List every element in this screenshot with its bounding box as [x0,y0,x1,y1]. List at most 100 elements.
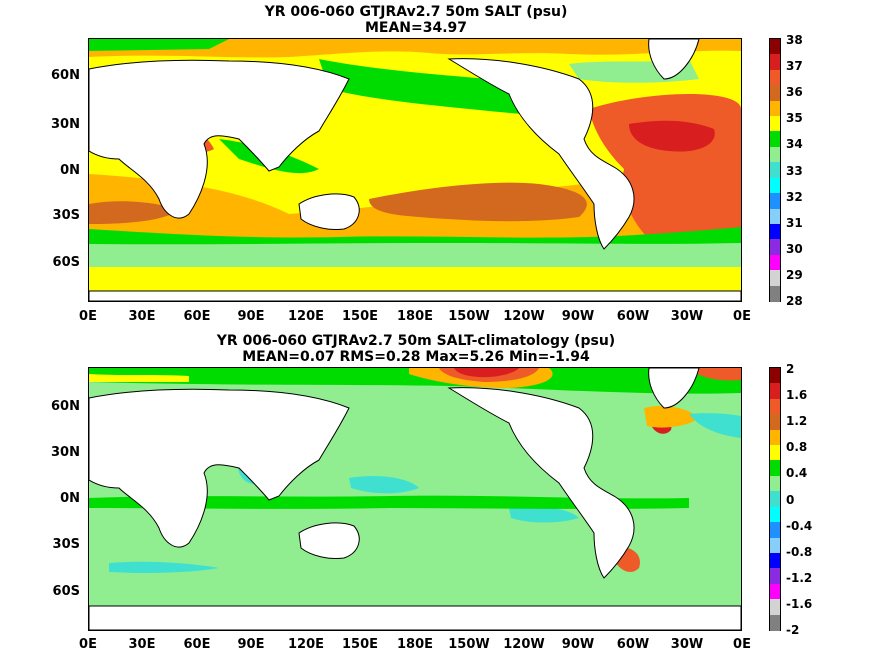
top-lon-label-60e: 60E [183,309,211,324]
colorbar-segment [770,583,780,600]
bottom-lon-label-120w: 120W [503,637,545,652]
bottom-title-line2: MEAN=0.07 RMS=0.28 Max=5.26 Min=-1.94 [242,349,590,365]
bottom-colorbar-label: -1.2 [786,571,813,585]
colorbar-segment [770,100,780,117]
bottom-lon-label-90e: 90E [237,637,265,652]
colorbar-segment [770,398,780,415]
bottom-colorbar-label: 0 [786,493,795,507]
top-colorbar-label: 28 [786,294,803,308]
top-title-line1: YR 006-060 GTJRAv2.7 50m SALT (psu) [264,4,568,20]
colorbar-segment [770,116,780,133]
bottom-lon-label-150e: 150E [341,637,379,652]
colorbar-segment [770,491,780,508]
bottom-lon-label-60w: 60W [616,637,650,652]
top-lon-label-60w: 60W [616,309,650,324]
bottom-lat-label-30s: 30S [52,537,80,552]
colorbar-segment [770,54,780,71]
top-lon-label-150e: 150E [341,309,379,324]
top-colorbar-label: 29 [786,268,803,282]
bottom-colorbar-label: 1.6 [786,388,808,402]
colorbar-segment [770,239,780,256]
bottom-map-svg [89,368,741,630]
colorbar-segment [770,39,780,55]
colorbar-segment [770,254,780,271]
bottom-lon-label-150w: 150W [448,637,490,652]
top-lat-label-60n: 60N [51,68,80,83]
bottom-lat-label-60s: 60S [52,584,80,599]
bottom-title: YR 006-060 GTJRAv2.7 50m SALT-climatolog… [90,333,742,365]
colorbar-segment [770,223,780,240]
bottom-colorbar-label: 0.8 [786,440,808,454]
top-colorbar-label: 36 [786,85,803,99]
colorbar-segment [770,69,780,86]
colorbar-segment [770,193,780,210]
top-colorbar [769,38,781,302]
bottom-lat-label-0n: 0N [60,491,80,506]
top-colorbar-label: 37 [786,59,803,73]
colorbar-segment [770,146,780,163]
colorbar-segment [770,131,780,148]
bottom-lon-label-0e: 0E [79,637,97,652]
bottom-lat-label-30n: 30N [51,445,80,460]
bottom-colorbar-label: -2 [786,623,800,637]
bottom-lon-label-30w: 30W [670,637,704,652]
top-lon-label-90w: 90W [561,309,595,324]
colorbar-segment [770,552,780,569]
top-lon-label-30e: 30E [128,309,156,324]
top-colorbar-label: 33 [786,164,803,178]
bottom-lon-label-0e-end: 0E [733,637,751,652]
top-colorbar-label: 35 [786,111,803,125]
colorbar-segment [770,568,780,585]
top-map-svg [89,39,741,301]
bottom-colorbar-label: -0.8 [786,545,813,559]
bottom-lon-label-180e: 180E [396,637,434,652]
top-title: YR 006-060 GTJRAv2.7 50m SALT (psu) MEAN… [90,4,742,36]
top-lat-label-60s: 60S [52,255,80,270]
top-lat-label-0n: 0N [60,163,80,178]
colorbar-segment [770,429,780,446]
top-lat-label-30n: 30N [51,117,80,132]
colorbar-segment [770,522,780,539]
bottom-title-line1: YR 006-060 GTJRAv2.7 50m SALT-climatolog… [216,333,616,349]
bottom-lon-label-90w: 90W [561,637,595,652]
colorbar-segment [770,368,780,384]
colorbar-segment [770,506,780,523]
colorbar-segment [770,599,780,616]
top-lon-label-90e: 90E [237,309,265,324]
top-lon-label-0e: 0E [79,309,97,324]
colorbar-segment [770,414,780,431]
top-lon-label-150w: 150W [448,309,490,324]
colorbar-segment [770,475,780,492]
top-lat-label-30s: 30S [52,208,80,223]
bottom-lon-label-60e: 60E [183,637,211,652]
bottom-lon-label-30e: 30E [128,637,156,652]
colorbar-segment [770,270,780,287]
top-salinity-map [88,38,742,302]
bottom-lat-label-60n: 60N [51,399,80,414]
top-lon-label-120w: 120W [503,309,545,324]
colorbar-segment [770,460,780,477]
top-colorbar-label: 34 [786,137,803,151]
colorbar-segment [770,85,780,102]
top-lon-label-30w: 30W [670,309,704,324]
bottom-anomaly-map [88,367,742,631]
bottom-colorbar-label: -1.6 [786,597,813,611]
colorbar-segment [770,614,780,631]
colorbar-segment [770,537,780,554]
colorbar-segment [770,208,780,225]
top-title-line2: MEAN=34.97 [364,20,468,36]
bottom-colorbar-label: -0.4 [786,519,813,533]
top-colorbar-label: 30 [786,242,803,256]
bottom-colorbar [769,367,781,631]
top-lon-label-120e: 120E [287,309,325,324]
colorbar-segment [770,383,780,400]
bottom-colorbar-label: 0.4 [786,466,808,480]
top-lon-label-180e: 180E [396,309,434,324]
bottom-colorbar-label: 1.2 [786,414,808,428]
colorbar-segment [770,162,780,179]
colorbar-segment [770,285,780,302]
bottom-lon-label-120e: 120E [287,637,325,652]
bottom-colorbar-label: 2 [786,362,795,376]
colorbar-segment [770,177,780,194]
top-colorbar-label: 32 [786,190,803,204]
